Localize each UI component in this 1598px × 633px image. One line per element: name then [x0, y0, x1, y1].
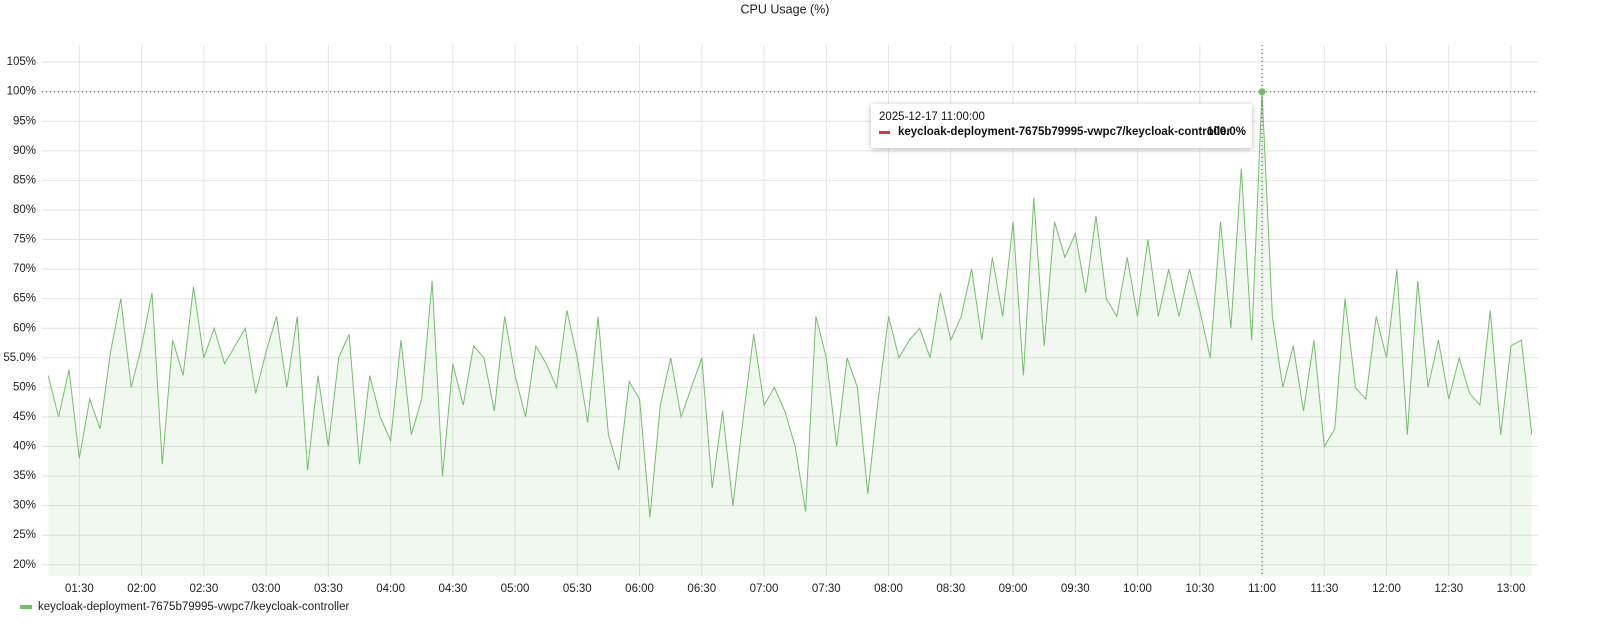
y-tick-label: 65%	[13, 293, 36, 305]
x-tick-label: 12:00	[1372, 583, 1401, 595]
y-tick-label: 70%	[13, 263, 36, 275]
x-tick-label: 11:00	[1248, 583, 1276, 595]
tooltip: 2025-12-17 11:00:00 keycloak-deployment-…	[871, 104, 1252, 148]
x-tick-label: 01:30	[65, 583, 94, 595]
y-tick-label: 40%	[13, 441, 36, 453]
legend-swatch	[20, 605, 32, 609]
x-tick-label: 10:00	[1123, 583, 1152, 595]
grid	[42, 45, 1538, 576]
x-tick-label: 02:30	[189, 583, 218, 595]
area	[48, 91, 1532, 576]
x-tick-label: 06:30	[687, 583, 716, 595]
y-tick-label: 60%	[13, 322, 36, 334]
x-tick-label: 05:00	[501, 583, 530, 595]
tooltip-time: 2025-12-17 11:00:00	[879, 111, 985, 123]
x-tick-label: 03:30	[314, 583, 343, 595]
y-tick-label: 35%	[13, 470, 36, 482]
tooltip-swatch	[879, 131, 890, 134]
legend-label: keycloak-deployment-7675b79995-vwpc7/key…	[38, 601, 349, 613]
x-tick-label: 07:00	[750, 583, 779, 595]
x-tick-label: 10:30	[1185, 583, 1214, 595]
y-tick-label: 55.0%	[3, 352, 36, 364]
x-tick-label: 09:30	[1061, 583, 1090, 595]
x-tick-label: 11:30	[1310, 583, 1338, 595]
x-tick-label: 07:30	[812, 583, 841, 595]
x-tick-label: 09:00	[999, 583, 1028, 595]
tooltip-value: 100.0%	[1206, 126, 1246, 138]
y-tick-label: 50%	[13, 381, 36, 393]
x-tick-label: 06:00	[625, 583, 654, 595]
y-tick-label: 30%	[13, 500, 36, 512]
y-tick-label: 20%	[13, 559, 36, 571]
y-tick-label: 85%	[13, 174, 36, 186]
x-tick-label: 08:00	[874, 583, 903, 595]
hover-point	[1258, 88, 1266, 96]
line	[47, 91, 1533, 518]
y-tick-label: 45%	[13, 411, 36, 423]
y-tick-label: 95%	[13, 115, 36, 127]
x-tick-label: 04:30	[438, 583, 467, 595]
y-tick-label: 75%	[13, 234, 36, 246]
y-tick-label: 90%	[13, 145, 36, 157]
y-tick-label: 100%	[7, 86, 36, 98]
chart-title: CPU Usage (%)	[741, 2, 830, 16]
x-tick-label: 08:30	[936, 583, 965, 595]
x-tick-label: 12:30	[1434, 583, 1463, 595]
x-tick-label: 05:30	[563, 583, 592, 595]
x-tick-label: 03:00	[252, 583, 281, 595]
x-tick-label: 02:00	[127, 583, 156, 595]
x-tick-label: 04:00	[376, 583, 405, 595]
x-tick-label: 13:00	[1497, 583, 1526, 595]
y-tick-label: 25%	[13, 529, 36, 541]
y-tick-label: 105%	[7, 56, 36, 68]
y-tick-label: 80%	[13, 204, 36, 216]
tooltip-series: keycloak-deployment-7675b79995-vwpc7/key…	[898, 126, 1232, 138]
